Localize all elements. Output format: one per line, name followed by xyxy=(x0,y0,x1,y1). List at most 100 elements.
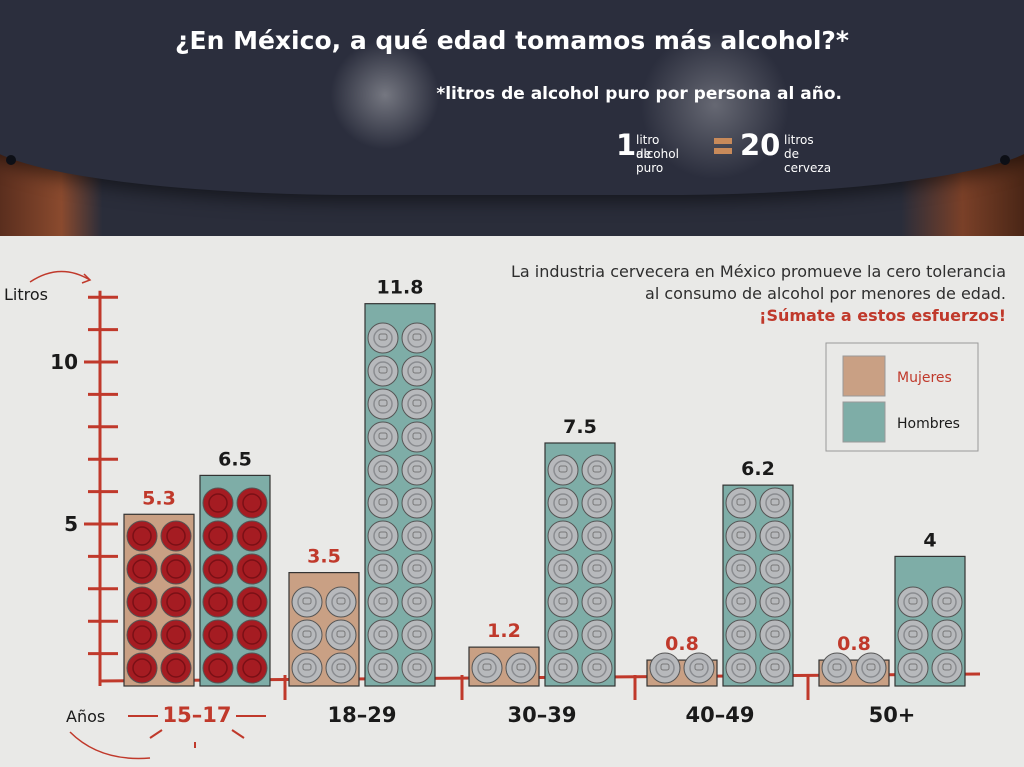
legend-swatch xyxy=(842,355,886,397)
can-icon xyxy=(897,619,929,651)
can-rim xyxy=(208,592,228,612)
header-banner xyxy=(0,0,1024,195)
can-tab-icon xyxy=(592,597,602,605)
can-tab-icon xyxy=(336,663,346,671)
can-tab-icon xyxy=(592,663,602,671)
can-rim xyxy=(765,658,785,678)
can-icon xyxy=(126,652,158,684)
can-tab-icon xyxy=(412,465,422,473)
can-rim xyxy=(242,592,262,612)
can-icon xyxy=(401,421,433,453)
x-tick-label: 18–29 xyxy=(328,703,397,727)
can-tab-icon xyxy=(592,465,602,473)
can-rim xyxy=(242,658,262,678)
can-icon xyxy=(367,388,399,420)
can-rim xyxy=(407,559,427,579)
can-rim xyxy=(373,625,393,645)
can-rim xyxy=(587,493,607,513)
can-tab-icon xyxy=(412,564,422,572)
can-icon xyxy=(931,619,963,651)
can-tab-icon xyxy=(592,531,602,539)
can-tab-icon xyxy=(378,663,388,671)
can-icon xyxy=(471,652,503,684)
industry-note: La industria cervecera en México promuev… xyxy=(511,261,1006,327)
can-icon xyxy=(401,619,433,651)
can-icon xyxy=(236,553,268,585)
can-rim xyxy=(553,592,573,612)
can-icon xyxy=(325,652,357,684)
can-rim xyxy=(553,658,573,678)
can-icon xyxy=(725,487,757,519)
bar-value-label: 6.2 xyxy=(741,458,775,480)
equivalence-right-text-2: de cerveza xyxy=(784,147,832,175)
can-rim xyxy=(937,592,957,612)
can-tab-icon xyxy=(336,597,346,605)
bar-value-label: 3.5 xyxy=(307,546,341,568)
can-tab-icon xyxy=(908,597,918,605)
can-rim xyxy=(132,658,152,678)
can-icon xyxy=(401,553,433,585)
can-rim xyxy=(208,526,228,546)
can-icon xyxy=(367,586,399,618)
equivalence-right-number: 20 xyxy=(740,128,781,162)
can-icon xyxy=(325,619,357,651)
can-rim xyxy=(731,559,751,579)
can-tab-icon xyxy=(770,564,780,572)
can-rim xyxy=(587,592,607,612)
can-rim xyxy=(242,625,262,645)
can-tab-icon xyxy=(592,630,602,638)
can-rim xyxy=(553,625,573,645)
can-rim xyxy=(297,592,317,612)
can-icon xyxy=(236,652,268,684)
can-icon xyxy=(505,652,537,684)
can-rim xyxy=(242,526,262,546)
can-rim xyxy=(407,592,427,612)
can-tab-icon xyxy=(378,432,388,440)
can-rim xyxy=(331,592,351,612)
can-rim xyxy=(731,592,751,612)
x-axis-label: Años xyxy=(66,707,105,726)
equivalence-left-text-1: litro de xyxy=(636,133,660,161)
legend-label: Hombres xyxy=(897,416,960,432)
can-icon xyxy=(401,355,433,387)
can-icon xyxy=(126,619,158,651)
can-rim xyxy=(731,526,751,546)
bar-value-label: 5.3 xyxy=(142,487,176,509)
can-icon xyxy=(325,586,357,618)
legend-box xyxy=(825,342,979,452)
can-icon xyxy=(547,619,579,651)
can-icon xyxy=(367,520,399,552)
can-tab-icon xyxy=(302,630,312,638)
can-icon xyxy=(126,520,158,552)
can-icon xyxy=(401,454,433,486)
can-icon xyxy=(401,487,433,519)
note-line-1: La industria cervecera en México promuev… xyxy=(510,262,1006,281)
can-tab-icon xyxy=(866,663,876,671)
can-icon xyxy=(725,652,757,684)
can-icon xyxy=(759,619,791,651)
can-rim xyxy=(166,559,186,579)
can-rim xyxy=(166,526,186,546)
note-cta: ¡Súmate a estos esfuerzos! xyxy=(759,306,1006,325)
can-icon xyxy=(160,553,192,585)
can-rim xyxy=(477,658,497,678)
can-icon xyxy=(931,652,963,684)
can-icon xyxy=(649,652,681,684)
can-rim xyxy=(373,592,393,612)
can-icon xyxy=(291,586,323,618)
can-tab-icon xyxy=(592,498,602,506)
can-icon xyxy=(547,520,579,552)
can-tab-icon xyxy=(412,663,422,671)
can-tab-icon xyxy=(412,498,422,506)
can-rim xyxy=(587,526,607,546)
can-tab-icon xyxy=(558,465,568,473)
can-rim xyxy=(937,625,957,645)
can-icon xyxy=(367,553,399,585)
can-icon xyxy=(367,487,399,519)
bar-value-label: 0.8 xyxy=(665,633,699,655)
can-tab-icon xyxy=(378,597,388,605)
can-tab-icon xyxy=(378,564,388,572)
can-rim xyxy=(553,460,573,480)
equals-sign-icon xyxy=(714,138,732,144)
can-rim xyxy=(373,460,393,480)
